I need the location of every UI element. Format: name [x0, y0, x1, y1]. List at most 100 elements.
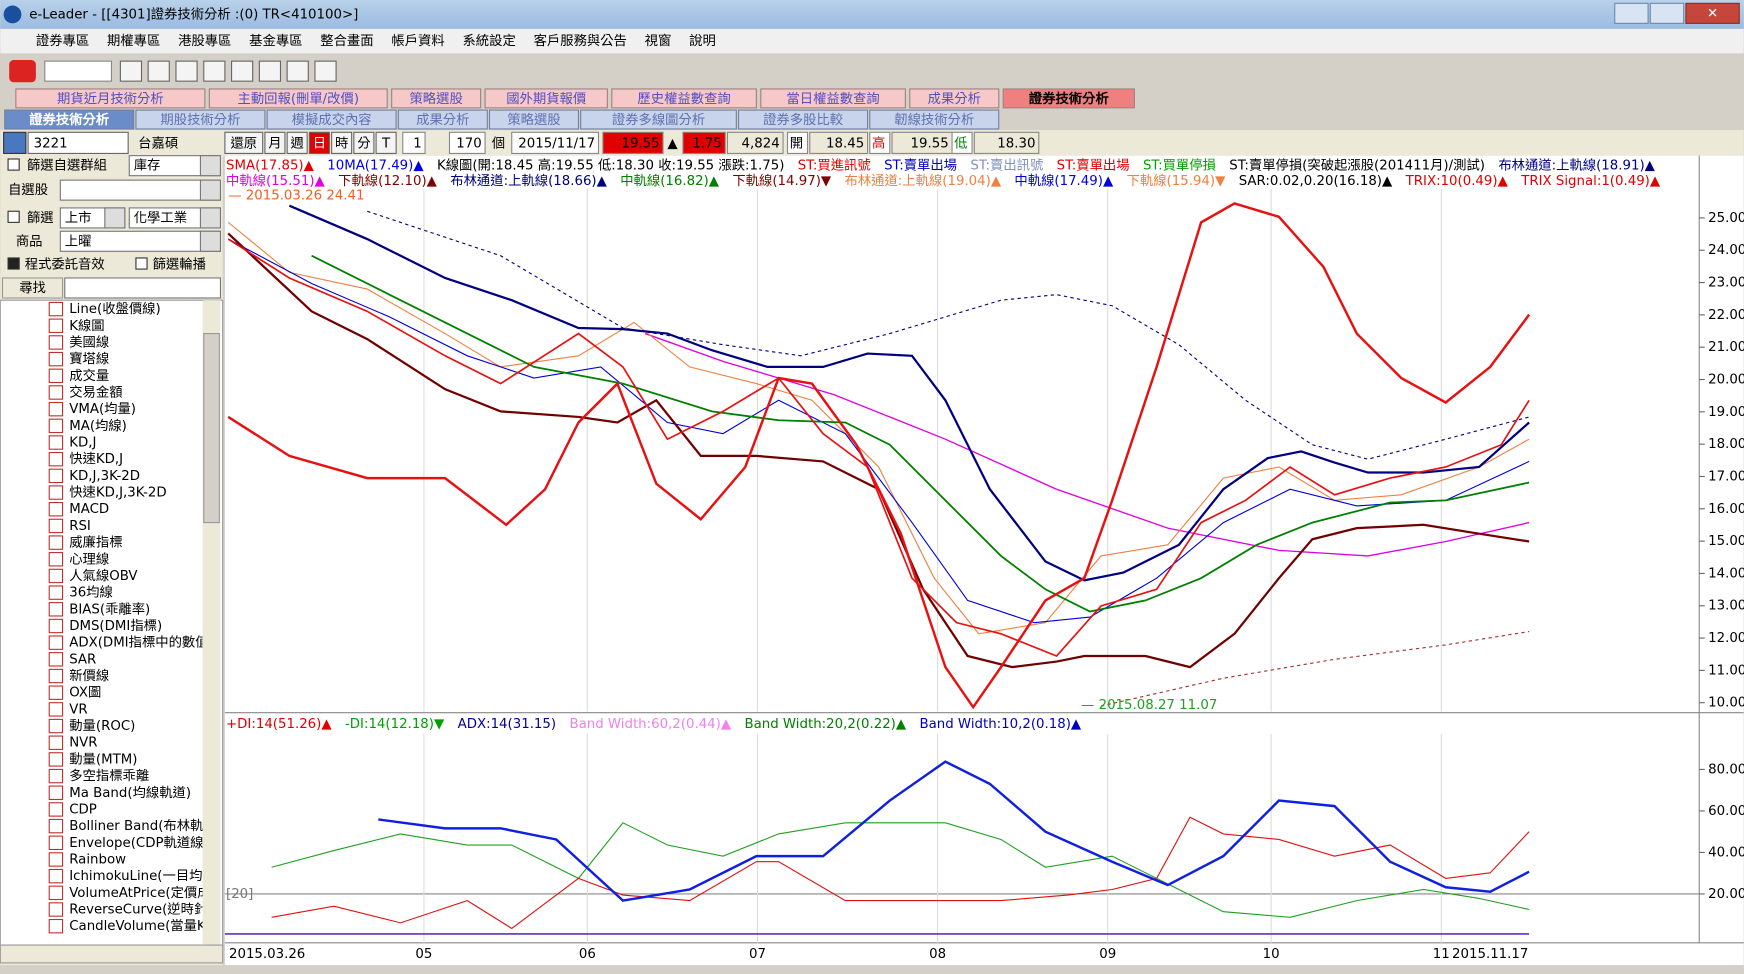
indicator-item[interactable]: 美國線 [69, 334, 109, 350]
sub-tab-label[interactable]: 成果分析 [416, 112, 469, 128]
indicator-item[interactable]: DMS(DMI指標) [69, 618, 162, 634]
menu-item[interactable]: 證券專區 [36, 32, 89, 49]
search-input[interactable] [64, 277, 221, 299]
indicator-item[interactable]: RSI [69, 519, 91, 534]
period-button[interactable] [308, 131, 330, 154]
menu-item[interactable]: 港股專區 [178, 33, 231, 49]
period-label[interactable]: T [381, 136, 391, 151]
period-label[interactable]: 分 [357, 135, 370, 151]
indicator-item[interactable]: MA(均線) [69, 418, 127, 434]
tab[interactable] [1002, 88, 1135, 109]
menu-item[interactable]: 期權專區 [107, 33, 160, 49]
indicator-item[interactable]: BIAS(乖離率) [69, 600, 150, 617]
indicator-item[interactable]: MACD [69, 502, 109, 517]
sub-tab[interactable] [266, 109, 397, 130]
sub-tab[interactable] [4, 109, 135, 130]
search-label[interactable]: 尋找 [19, 280, 46, 296]
combo-arrow[interactable] [199, 155, 221, 177]
back-button[interactable] [3, 131, 27, 154]
indicator-item[interactable]: VR [69, 702, 87, 717]
quote-field[interactable] [511, 131, 600, 154]
tab-label[interactable]: 歷史權益數查詢 [637, 91, 730, 107]
tab-label[interactable]: 證券技術分析 [1029, 90, 1110, 107]
menu-item[interactable]: 客戶服務與公告 [534, 32, 627, 49]
sub-tab-label[interactable]: 證券多股比較 [763, 111, 843, 128]
indicator-item[interactable]: CandleVolume(當量K [69, 918, 207, 934]
tab[interactable] [909, 88, 1000, 109]
indicator-item[interactable]: ReverseCurve(逆時針 [69, 902, 207, 918]
indicator-item[interactable]: 快速KD,J [69, 451, 123, 467]
indicator-item[interactable]: KD,J [69, 436, 96, 451]
indicator-item[interactable]: 心理線 [69, 551, 109, 567]
indicator-item[interactable]: KD,J,3K-2D [69, 469, 140, 484]
period-button[interactable] [224, 131, 264, 154]
period-button[interactable] [353, 131, 375, 154]
indicator-item[interactable]: 動量(ROC) [69, 718, 135, 734]
indicator-item[interactable]: CDP [69, 802, 97, 817]
indicator-item[interactable]: 交易金額 [69, 383, 122, 400]
tab-label[interactable]: 主動回報(刪單/改價) [238, 91, 360, 107]
indicator-item[interactable]: VolumeAtPrice(定價成 [69, 885, 210, 901]
quote-field[interactable] [448, 131, 486, 154]
sub-tab[interactable] [738, 109, 869, 130]
tab-label[interactable]: 策略選股 [409, 91, 462, 107]
menu-item[interactable]: 系統設定 [462, 33, 515, 49]
indicator-item[interactable]: ADX(DMI指標中的數值 [69, 635, 208, 651]
h-scrollbar[interactable] [0, 944, 224, 964]
tab-label[interactable]: 當日權益數查詢 [786, 91, 879, 107]
indicator-item[interactable]: Line(收盤價線) [69, 301, 160, 317]
period-button[interactable] [264, 131, 286, 154]
menu-item[interactable]: 視窗 [645, 33, 672, 49]
checkbox-checked[interactable] [7, 257, 20, 270]
combo[interactable] [59, 179, 221, 201]
indicator-item[interactable]: NVR [69, 736, 97, 751]
tool-button[interactable] [119, 60, 143, 82]
sub-tab-label[interactable]: 策略選股 [507, 112, 560, 128]
code-input[interactable] [27, 131, 129, 154]
checkbox[interactable] [7, 158, 20, 171]
indicator-item[interactable]: 動量(MTM) [69, 751, 137, 767]
menu-item[interactable]: 帳戶資料 [391, 33, 444, 49]
tab[interactable] [484, 88, 608, 109]
tool-button[interactable] [286, 60, 309, 82]
indicator-item[interactable]: 新價線 [69, 668, 109, 684]
indicator-item[interactable]: 人氣線OBV [69, 568, 137, 584]
period-label[interactable]: 日 [313, 136, 326, 151]
tool-button[interactable] [231, 60, 254, 82]
tab[interactable] [391, 88, 482, 109]
indicator-item[interactable]: Bolliner Band(布林軌 [69, 818, 203, 834]
tab[interactable] [611, 88, 757, 109]
indicator-item[interactable]: 36均線 [69, 585, 113, 601]
period-label[interactable]: 週 [290, 135, 303, 151]
tab[interactable] [208, 88, 388, 109]
indicator-item[interactable]: Rainbow [69, 852, 126, 867]
sub-tab-label[interactable]: 期股技術分析 [160, 112, 240, 128]
checkbox[interactable] [7, 210, 20, 223]
indicator-item[interactable]: IchimokuLine(一目均 [69, 868, 202, 884]
tab-label[interactable]: 期貨近月技術分析 [57, 90, 164, 107]
search-button[interactable] [1, 277, 64, 299]
indicator-item[interactable]: SAR [69, 652, 96, 667]
sub-tab[interactable] [869, 109, 1000, 130]
tool-button[interactable] [258, 60, 282, 82]
tool-button[interactable] [175, 60, 198, 82]
sub-tab-label[interactable]: 證券多線圖分析 [612, 111, 705, 128]
sub-tab[interactable] [580, 109, 737, 130]
sub-tab[interactable] [488, 109, 580, 130]
period-button[interactable] [331, 131, 353, 154]
quote-field[interactable] [402, 131, 426, 154]
tab-label[interactable]: 國外期貨報價 [506, 90, 586, 107]
sub-tab[interactable] [135, 109, 266, 130]
indicator-item[interactable]: 威廉指標 [69, 534, 122, 551]
tool-button[interactable] [314, 60, 337, 82]
indicator-item[interactable]: VMA(均量) [69, 401, 136, 417]
indicator-item[interactable]: K線圖 [69, 318, 104, 334]
scroll-thumb[interactable] [203, 333, 220, 524]
minimize-button[interactable] [1614, 2, 1649, 24]
tab[interactable] [15, 88, 206, 109]
period-button[interactable] [286, 131, 308, 154]
indicator-item[interactable]: 快速KD,J,3K-2D [69, 485, 166, 501]
indicator-item[interactable]: Envelope(CDP軌道線 [69, 835, 203, 851]
maximize-button[interactable] [1649, 2, 1685, 24]
indicator-item[interactable]: 成交量 [69, 367, 109, 384]
